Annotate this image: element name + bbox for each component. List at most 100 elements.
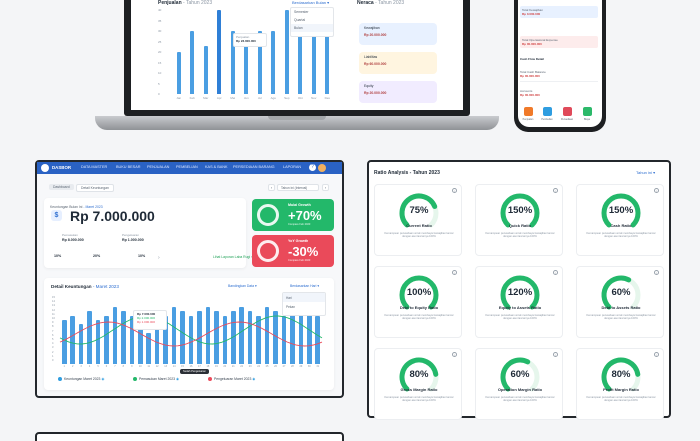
keuntungan-bar[interactable] [95,320,101,364]
penjualan-bar[interactable] [244,41,249,94]
penjualan-bar[interactable] [311,35,316,94]
eye-icon[interactable]: ◉ [175,377,179,381]
breadcrumb-detail-keuntungan[interactable]: Detail Keuntungan [76,184,114,192]
ratio-card[interactable]: i 150% Quick Ratio Kemampuan perusahaan unt… [475,184,563,256]
ratio-card[interactable]: i 150% Cash Ratio Kemampuan perusahaan untu… [576,184,664,256]
ratio-card[interactable]: i 60% Debt to Assets Ratio Kemampuan perusa… [576,266,664,338]
keuntungan-bar[interactable] [121,311,126,364]
stat-next-button[interactable]: › [158,255,160,261]
info-icon[interactable]: i [654,270,659,275]
penjualan-bar[interactable] [271,31,276,94]
nav-penjualan[interactable]: PENJUALAN [147,165,170,169]
nav-persediaan-barang[interactable]: PERSEDIAAN BARANG [233,165,275,169]
phone-row-cash-balance[interactable]: Total Cash Balance Rp 00.000.000 [520,70,598,82]
penjualan-bar[interactable] [257,31,262,94]
keuntungan-bar[interactable] [239,306,244,364]
bandingkan-data-button[interactable]: Bandingkan Data ▾ [228,284,257,288]
info-icon[interactable]: i [452,270,457,275]
penjualan-bar[interactable] [190,31,195,94]
info-icon[interactable]: i [452,352,457,357]
info-icon[interactable]: i [553,352,558,357]
keuntungan-bar[interactable] [112,306,118,364]
keuntungan-bar[interactable] [87,311,92,364]
nav-brand[interactable]: DASBOR [52,165,72,170]
keuntungan-bar[interactable] [163,315,168,364]
phone-row-kewajiban[interactable]: Total Kewajiban Rp 0.000.000 [520,6,598,18]
keuntungan-bar[interactable] [146,333,152,364]
keuntungan-bar[interactable] [273,311,278,364]
eye-icon[interactable]: ◉ [101,377,105,381]
legend-pengeluaran[interactable]: Pengeluaran Maret 2023 ◉ [208,377,256,382]
keuntungan-bar[interactable] [70,315,75,364]
keuntungan-bar[interactable] [137,320,143,364]
keuntungan-bar[interactable] [247,311,253,364]
berdasarkan-hari-dropdown[interactable]: Berdasarkan Hari ▾ [290,284,320,288]
info-icon[interactable]: i [452,188,457,193]
phone-penjualan-icon[interactable] [524,107,533,116]
keuntungan-bar[interactable] [290,311,295,364]
nav-pembelian[interactable]: PEMBELIAN [176,165,198,169]
nav-laporan[interactable]: LAPORAN [283,165,302,169]
penjualan-bar[interactable] [325,31,330,94]
phone-pembelian-icon[interactable] [543,107,552,116]
info-icon[interactable]: i [654,188,659,193]
lihat-laporan-link[interactable]: Lihat Laporan Laba Rugi › [213,255,252,259]
prev-period-button[interactable]: ‹ [268,184,275,191]
neraca-item-liabilitas[interactable]: Liabilitas Rp 60.000.000 [359,52,437,74]
year-select[interactable]: Tahun ini (Interval) [277,184,319,191]
keuntungan-bar[interactable] [180,311,185,364]
neraca-item-equity[interactable]: Equity Rp 20.000.000 [359,81,437,103]
keuntungan-bar[interactable] [104,315,109,364]
next-period-button[interactable]: › [322,184,329,191]
menu-item-hari[interactable]: Hari [283,293,325,302]
keuntungan-bar[interactable] [214,311,219,364]
ratio-card[interactable]: i 60% Operation Margin Ratio Kemampuan peru… [475,348,563,420]
phone-row-operasional[interactable]: Total Operasional Expense Rp 00.000.000 [520,36,598,48]
phone-persediaan-icon[interactable] [563,107,572,116]
keuntungan-bar[interactable] [61,320,67,364]
avatar[interactable] [318,164,326,172]
menu-item-bulan[interactable]: Bulan [291,24,333,32]
penjualan-filter-dropdown[interactable]: Berdasarkan Bulan ▾ [292,0,330,5]
legend-keuntungan[interactable]: Keuntungan Maret 2023 ◉ [58,377,105,382]
ratio-card[interactable]: i 100% Debt to Equity Ratio Kemampuan perus… [374,266,462,338]
menu-item-quartal[interactable]: Quartal [294,18,306,22]
penjualan-bar[interactable] [176,52,181,94]
ratio-card[interactable]: i 75% Current Ratio Kemampuan perusahaan un… [374,184,462,256]
phone-row-accounts[interactable]: Accounts Rp 00.000.000 [520,89,540,97]
keuntungan-bar[interactable] [205,306,211,364]
nav-kas-bank[interactable]: KAS & BANK [205,165,228,169]
penjualan-bar[interactable] [298,31,303,94]
penjualan-period-menu[interactable]: Semester Quartal Bulan [290,7,334,37]
info-icon[interactable]: i [553,270,558,275]
info-icon[interactable]: i [654,352,659,357]
ratio-year-dropdown[interactable]: Tahun ini ▾ [636,170,656,175]
penjualan-bar[interactable] [284,10,289,94]
breadcrumb-dashboard[interactable]: Dashboard [49,184,74,190]
menu-item-semester[interactable]: Semester [294,10,309,14]
keuntungan-bar[interactable] [222,315,228,364]
info-icon[interactable]: i [553,188,558,193]
keuntungan-bar[interactable] [154,311,160,364]
keuntungan-bar[interactable] [298,306,304,364]
keuntungan-bar[interactable] [129,315,135,364]
phone-biaya-icon[interactable] [583,107,592,116]
ratio-card[interactable]: i 80% Profit Margin Ratio Kemampuan perusah… [576,348,664,420]
berdasarkan-menu[interactable]: Hari Pekan [282,292,326,316]
ratio-card[interactable]: i 120% Equity to Assets Ratio Kemampuan per… [475,266,563,338]
neraca-item-kewajiban[interactable]: Kewajiban Rp 20.000.000 [359,23,437,45]
keuntungan-bar[interactable] [256,315,261,364]
keuntungan-bar[interactable] [264,306,270,364]
keuntungan-bar[interactable] [230,311,236,364]
menu-item-pekan[interactable]: Pekan [286,304,296,309]
eye-icon[interactable]: ◉ [252,377,256,381]
help-icon[interactable]: ? [309,164,316,171]
nav-data-master[interactable]: DATA MASTER [81,165,108,169]
app-logo-icon[interactable] [41,164,49,172]
legend-pemasukan[interactable]: Pemasukan Maret 2023 ◉ [133,377,179,382]
keuntungan-bar[interactable] [188,315,194,364]
penjualan-bar[interactable] [230,31,235,94]
ratio-card[interactable]: i 80% Gross Margin Ratio Kemampuan perusaha… [374,348,462,420]
keuntungan-bar[interactable] [171,306,177,364]
nav-buku-besar[interactable]: BUKU BESAR [116,165,141,169]
